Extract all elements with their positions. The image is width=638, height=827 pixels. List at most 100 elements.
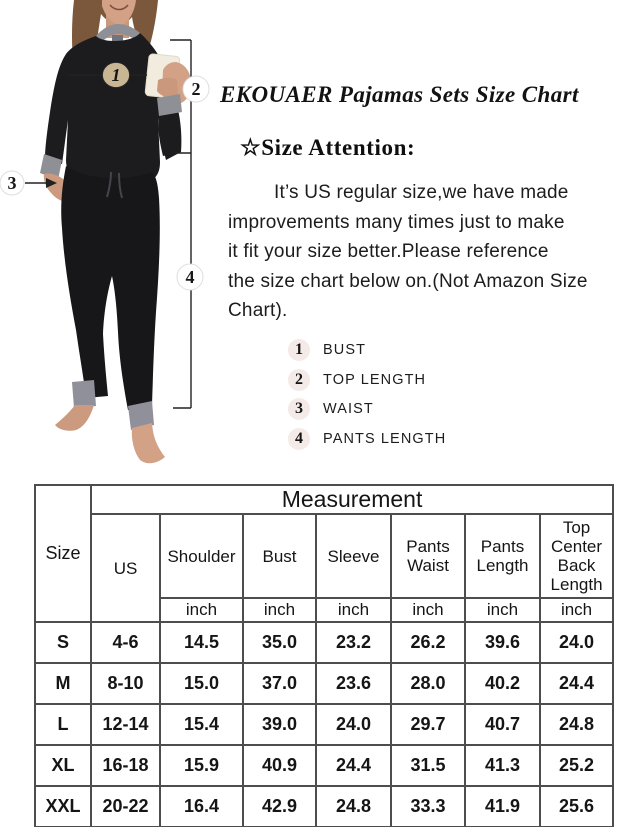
collar xyxy=(96,24,142,48)
table-row-xl: XL 16-18 15.9 40.9 24.4 31.5 41.3 25.2 xyxy=(34,744,615,787)
value-cell: 24.4 xyxy=(538,662,615,705)
legend-item-bust: 1 BUST xyxy=(288,336,638,366)
marker-top-length: 2 xyxy=(182,75,210,103)
col-header-shoulder: Shoulder xyxy=(159,513,244,599)
marker-bust: 1 xyxy=(102,62,130,88)
table-row-l: L 12-14 15.4 39.0 24.0 29.7 40.7 24.8 xyxy=(34,703,615,746)
value-cell: 41.9 xyxy=(464,785,541,827)
col-header-top-center-back-length: Top Center Back Length xyxy=(538,513,615,599)
wrist-cuff-right xyxy=(157,94,182,116)
legend-label: WAIST xyxy=(323,401,374,418)
value-cell: 26.2 xyxy=(390,621,466,664)
unit-cell: inch xyxy=(242,597,317,623)
legend-item-pants-length: 4 PANTS LENGTH xyxy=(288,424,638,454)
body-line: the size chart below on.(Not Amazon Size xyxy=(228,270,588,292)
legend-item-top-length: 2 TOP LENGTH xyxy=(288,365,638,395)
value-cell: 23.6 xyxy=(315,662,392,705)
unit-row: inch inch inch inch inch inch xyxy=(35,597,615,623)
marker-waist: 3 xyxy=(0,170,25,196)
marker-1-number: 1 xyxy=(112,65,121,85)
value-cell: 24.0 xyxy=(538,621,615,664)
marker-3-number: 3 xyxy=(8,173,17,193)
ankle-cuff-left xyxy=(72,380,96,408)
body-line: improvements many times just to make xyxy=(228,211,565,233)
value-cell: 15.4 xyxy=(159,703,244,746)
size-cell: M xyxy=(34,662,92,705)
pajama-top xyxy=(45,33,181,180)
ankle-cuff-right xyxy=(128,401,154,430)
col-header-us: US xyxy=(90,513,161,623)
value-cell: 39.6 xyxy=(464,621,541,664)
value-cell: 40.9 xyxy=(242,744,317,787)
value-cell: 24.8 xyxy=(315,785,392,827)
col-header-pants-length: Pants Length xyxy=(464,513,541,599)
legend-number: 2 xyxy=(288,368,310,391)
legend-label: PANTS LENGTH xyxy=(323,430,447,447)
unit-cell: inch xyxy=(464,597,541,623)
size-table: Size Measurement US Shoulder Bust Sleeve… xyxy=(34,484,615,827)
pajama-pants xyxy=(61,166,160,410)
value-cell: 24.4 xyxy=(315,744,392,787)
drawstring xyxy=(106,171,123,199)
value-cell: 33.3 xyxy=(390,785,466,827)
value-cell: 31.5 xyxy=(390,744,466,787)
us-cell: 16-18 xyxy=(90,744,161,787)
legend-label: TOP LENGTH xyxy=(323,371,427,388)
unit-cell: inch xyxy=(390,597,466,623)
col-header-pants-waist: Pants Waist xyxy=(390,513,466,599)
us-cell: 20-22 xyxy=(90,785,161,827)
value-cell: 24.8 xyxy=(538,703,615,746)
us-cell: 8-10 xyxy=(90,662,161,705)
size-cell: XL xyxy=(34,744,92,787)
wrist-cuff-left xyxy=(40,154,62,180)
length-callout-line xyxy=(170,39,192,409)
size-cell: XXL xyxy=(34,785,92,827)
value-cell: 15.9 xyxy=(159,744,244,787)
hair xyxy=(72,0,158,110)
column-header-row: US Shoulder Bust Sleeve Pants Waist Pant… xyxy=(35,513,615,623)
value-cell: 29.7 xyxy=(390,703,466,746)
value-cell: 42.9 xyxy=(242,785,317,827)
size-cell: S xyxy=(34,621,92,664)
table-row-xxl: XXL 20-22 16.4 42.9 24.8 33.3 41.9 25.6 xyxy=(34,785,615,827)
value-cell: 25.6 xyxy=(538,785,615,827)
value-cell: 28.0 xyxy=(390,662,466,705)
attention-heading: ☆Size Attention: xyxy=(240,135,416,161)
value-cell: 14.5 xyxy=(159,621,244,664)
col-header-sleeve: Sleeve xyxy=(315,513,392,599)
foot-left xyxy=(55,405,94,431)
forearm-sleeve xyxy=(158,110,182,156)
us-cell: 12-14 xyxy=(90,703,161,746)
value-cell: 40.2 xyxy=(464,662,541,705)
value-cell: 40.7 xyxy=(464,703,541,746)
value-cell: 41.3 xyxy=(464,744,541,787)
size-corner-header: Size xyxy=(34,484,92,623)
value-cell: 16.4 xyxy=(159,785,244,827)
marker-2-number: 2 xyxy=(192,79,201,99)
value-cell: 15.0 xyxy=(159,662,244,705)
marker-pants-length: 4 xyxy=(176,263,204,291)
info-column: EKOUAER Pajamas Sets Size Chart ☆Size At… xyxy=(212,82,638,454)
product-photo: 1 2 3 4 xyxy=(0,0,232,490)
body-line: Chart). xyxy=(228,300,288,322)
col-header-bust: Bust xyxy=(242,513,317,599)
measurement-header: Measurement xyxy=(89,484,615,515)
legend-number: 4 xyxy=(288,427,310,450)
foot-right xyxy=(131,423,165,464)
unit-cell: inch xyxy=(159,597,244,623)
marker-4-number: 4 xyxy=(186,267,195,287)
unit-cell: inch xyxy=(538,597,615,623)
table-header-row: Size Measurement xyxy=(34,484,615,623)
value-cell: 37.0 xyxy=(242,662,317,705)
legend-label: BUST xyxy=(323,342,367,359)
legend-number: 3 xyxy=(288,398,310,421)
value-cell: 24.0 xyxy=(315,703,392,746)
value-cell: 35.0 xyxy=(242,621,317,664)
table-row-s: S 4-6 14.5 35.0 23.2 26.2 39.6 24.0 xyxy=(34,621,615,664)
body-line: it fit your size better.Please reference xyxy=(228,241,549,263)
value-cell: 25.2 xyxy=(538,744,615,787)
smile xyxy=(109,4,129,11)
size-cell: L xyxy=(34,703,92,746)
us-cell: 4-6 xyxy=(90,621,161,664)
